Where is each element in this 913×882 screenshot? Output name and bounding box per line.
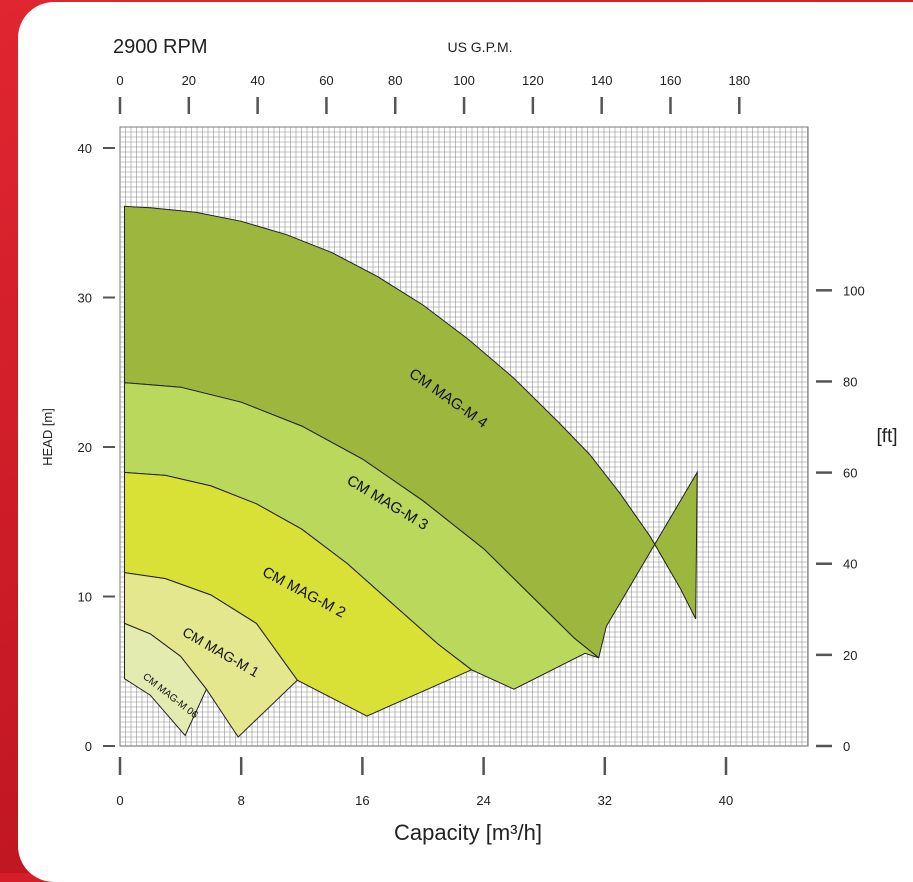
top-tick-label: 140: [591, 73, 613, 88]
right-tick-label: 40: [843, 557, 857, 572]
top-tick-label: 80: [388, 73, 402, 88]
top-tick-label: 0: [116, 73, 123, 88]
top-axis-label: US G.P.M.: [447, 39, 512, 55]
axes: 0 10 20 30 40 0 20 40 60 80 100 0 8 16 24 32 40 0 20 40 60 80…: [78, 73, 865, 808]
y-tick-label: 0: [85, 739, 92, 754]
x-tick-label: 40: [719, 793, 733, 808]
top-tick-label: 120: [522, 73, 544, 88]
y-tick-label: 40: [78, 141, 92, 156]
x-axis-label: Capacity [m³/h]: [394, 820, 542, 845]
right-tick-label: 100: [843, 283, 865, 298]
chart-title: 2900 RPM: [113, 36, 208, 58]
x-tick-label: 32: [598, 793, 612, 808]
right-tick-label: 20: [843, 648, 857, 663]
x-tick-label: 8: [238, 793, 245, 808]
x-tick-label: 16: [355, 793, 369, 808]
top-tick-label: 40: [250, 73, 264, 88]
area-cm-mag-m-06: [124, 622, 207, 737]
right-tick-label: 80: [843, 374, 857, 389]
right-axis-label: [ft]: [876, 426, 897, 447]
top-tick-label: 60: [319, 73, 333, 88]
right-tick-label: 0: [843, 739, 850, 754]
top-tick-label: 20: [182, 73, 196, 88]
right-tick-label: 60: [843, 466, 857, 481]
x-tick-label: 0: [116, 793, 123, 808]
y-tick-label: 20: [78, 440, 92, 455]
top-tick-label: 100: [453, 73, 475, 88]
series-areas: [124, 205, 698, 738]
y-tick-label: 10: [78, 590, 92, 605]
x-tick-label: 24: [476, 793, 490, 808]
top-tick-label: 180: [728, 73, 750, 88]
y-tick-label: 30: [78, 291, 92, 306]
top-tick-label: 160: [660, 73, 682, 88]
y-axis-label: HEAD [m]: [40, 408, 55, 466]
